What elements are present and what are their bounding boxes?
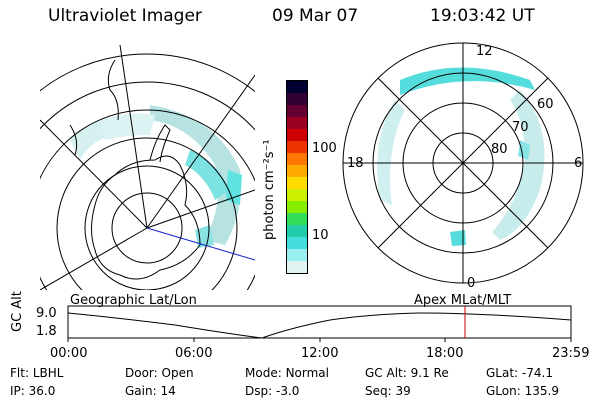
colorbar-swatch <box>287 105 307 117</box>
status-seq: Seq: 39 <box>365 384 411 398</box>
altitude-ytick-top: 9.0 <box>36 306 57 321</box>
mlt-label-18: 18 <box>347 156 364 171</box>
colorbar-tick-100: 100 <box>312 141 337 156</box>
altitude-ytick-bottom: 1.8 <box>36 324 57 339</box>
colorbar-swatch <box>287 177 307 189</box>
colorbar-swatch <box>287 153 307 165</box>
date-label: 09 Mar 07 <box>272 6 359 26</box>
geo-projection-label: Geographic Lat/Lon <box>70 293 197 308</box>
colorbar-swatch <box>287 189 307 201</box>
colorbar-swatch <box>287 165 307 177</box>
colorbar-swatch <box>287 201 307 213</box>
status-gain: Gain: 14 <box>125 384 176 398</box>
colorbar-swatch <box>287 141 307 153</box>
mlt-label-0: 0 <box>467 276 476 291</box>
altitude-xtick-2: 12:00 <box>301 346 339 361</box>
colorbar-swatch <box>287 93 307 105</box>
mlt-label-6: 6 <box>574 156 583 171</box>
altitude-xtick-4: 23:59 <box>552 346 590 361</box>
colorbar-swatch <box>287 261 307 273</box>
status-ip: IP: 36.0 <box>10 384 56 398</box>
mlat-label-80: 80 <box>491 142 508 157</box>
status-glat: GLat: -74.1 <box>486 366 553 380</box>
colorbar-swatch <box>287 81 307 93</box>
status-flt: Flt: LBHL <box>10 366 64 380</box>
colorbar-swatch <box>287 117 307 129</box>
status-glon: GLon: 135.9 <box>486 384 559 398</box>
altitude-xtick-0: 00:00 <box>50 346 88 361</box>
status-gc-alt: GC Alt: 9.1 Re <box>365 366 449 380</box>
status-door: Door: Open <box>125 366 194 380</box>
colorbar-swatch <box>287 225 307 237</box>
colorbar-swatch <box>287 213 307 225</box>
colorbar-swatch <box>287 237 307 249</box>
colorbar <box>286 80 308 274</box>
status-mode: Mode: Normal <box>245 366 329 380</box>
colorbar-tick-10: 10 <box>312 228 329 243</box>
time-label: 19:03:42 UT <box>430 6 535 26</box>
colorbar-swatch <box>287 129 307 141</box>
mlat-label-70: 70 <box>512 120 529 135</box>
altitude-xtick-1: 06:00 <box>175 346 213 361</box>
instrument-title: Ultraviolet Imager <box>48 6 202 26</box>
altitude-xtick-3: 18:00 <box>426 346 464 361</box>
status-dsp: Dsp: -3.0 <box>245 384 300 398</box>
mlat-label-60: 60 <box>537 97 554 112</box>
altitude-ylabel: GC Alt <box>10 291 25 332</box>
mag-projection-label: Apex MLat/MLT <box>414 293 512 308</box>
mlt-label-12: 12 <box>476 44 493 59</box>
colorbar-swatch <box>287 249 307 261</box>
